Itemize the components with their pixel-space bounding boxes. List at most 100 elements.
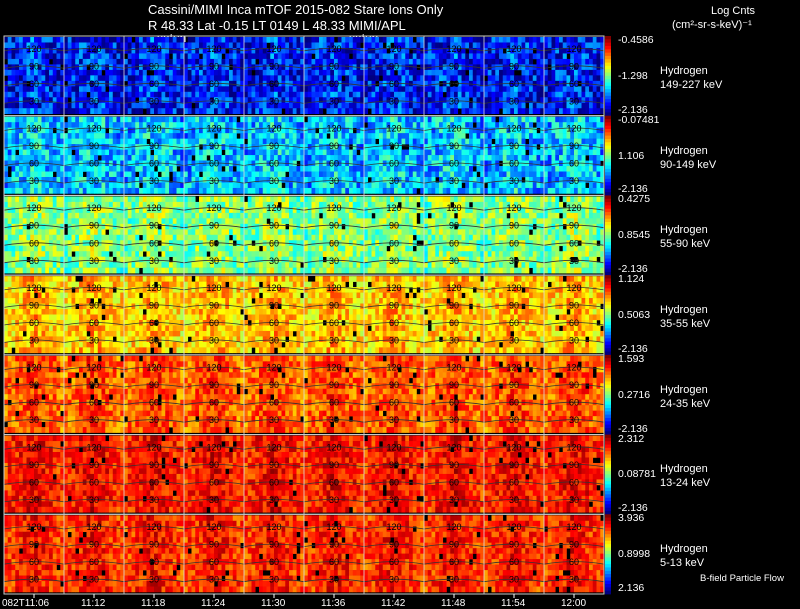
heatmap-cell <box>510 133 515 139</box>
heatmap-cell <box>364 166 369 172</box>
heatmap-cell <box>345 149 350 156</box>
heatmap-cell <box>217 182 222 189</box>
heatmap-cell <box>94 122 99 128</box>
heatmap-cell <box>566 37 571 43</box>
heatmap-cell <box>45 97 50 104</box>
heatmap-cell <box>266 182 271 189</box>
heatmap-cell <box>30 80 35 87</box>
heatmap-cell <box>562 37 567 43</box>
heatmap-cell <box>322 102 327 109</box>
heatmap-cell <box>184 160 189 167</box>
heatmap-cell <box>7 160 12 167</box>
heatmap-cell <box>581 53 586 60</box>
heatmap-cell <box>360 116 365 123</box>
heatmap-cell <box>517 149 522 156</box>
heatmap-cell <box>142 97 147 104</box>
contour-label: 30 <box>209 96 219 106</box>
heatmap-cell <box>274 47 279 54</box>
heatmap-cell <box>90 149 95 156</box>
heatmap-cell <box>345 166 350 172</box>
heatmap-cell <box>461 97 466 104</box>
heatmap-cell <box>596 166 601 172</box>
heatmap-cell <box>315 75 320 82</box>
heatmap-cell <box>566 97 571 104</box>
heatmap-cell <box>116 80 121 87</box>
heatmap-cell <box>517 182 522 189</box>
heatmap-cell <box>101 47 106 54</box>
heatmap-cell <box>596 182 601 189</box>
heatmap-cell <box>41 166 46 172</box>
heatmap-cell <box>405 37 410 43</box>
heatmap-cell <box>195 116 200 123</box>
heatmap-cell <box>97 127 102 134</box>
heatmap-cell <box>450 47 455 54</box>
contour-line <box>123 162 185 166</box>
heatmap-cell <box>225 144 230 150</box>
heatmap-cell <box>120 245 125 252</box>
heatmap-cell <box>127 47 132 54</box>
heatmap-cell <box>544 138 549 145</box>
heatmap-cell <box>364 75 369 82</box>
heatmap-cell <box>529 102 534 109</box>
heatmap-cell <box>281 127 286 134</box>
heatmap-cell <box>566 138 571 145</box>
heatmap-cell <box>30 75 35 82</box>
heatmap-cell <box>41 53 46 60</box>
heatmap-cell <box>367 42 372 49</box>
heatmap-cell <box>26 37 31 43</box>
heatmap-cell <box>465 86 470 93</box>
heatmap-cell <box>277 37 282 43</box>
heatmap-cell <box>157 144 162 150</box>
heatmap-cell <box>64 240 69 247</box>
heatmap-cell <box>570 122 575 128</box>
heatmap-cell <box>109 127 114 134</box>
heatmap-cell <box>214 171 219 178</box>
heatmap-cell <box>11 234 16 241</box>
heatmap-cell <box>94 91 99 98</box>
heatmap-cell <box>412 122 417 128</box>
heatmap-cell <box>544 42 549 49</box>
heatmap-cell <box>435 149 440 156</box>
colorbar-segment <box>605 102 611 107</box>
heatmap-cell <box>101 229 106 236</box>
heatmap-cell <box>469 47 474 54</box>
heatmap-cell <box>15 133 20 139</box>
contour-label: 120 <box>506 44 521 54</box>
heatmap-cell <box>334 69 339 76</box>
heatmap-cell <box>11 267 16 274</box>
contour-label: 30 <box>509 96 519 106</box>
heatmap-cell <box>86 47 91 54</box>
heatmap-cell <box>120 182 125 189</box>
heatmap-cell <box>502 75 507 82</box>
heatmap-cell <box>311 69 316 76</box>
heatmap-cell <box>116 91 121 98</box>
heatmap-cell <box>469 64 474 71</box>
heatmap-cell <box>600 64 605 71</box>
heatmap-cell <box>382 138 387 145</box>
heatmap-cell <box>442 133 447 139</box>
heatmap-cell <box>285 144 290 150</box>
heatmap-cell <box>19 256 24 263</box>
heatmap-cell <box>435 187 440 194</box>
heatmap-cell <box>427 166 432 172</box>
heatmap-cell <box>401 91 406 98</box>
heatmap-cell <box>566 69 571 76</box>
heatmap-cell <box>187 75 192 82</box>
heatmap-cell <box>86 69 91 76</box>
heatmap-cell <box>165 37 170 43</box>
heatmap-cell <box>566 64 571 71</box>
heatmap-cell <box>319 47 324 54</box>
heatmap-cell <box>589 64 594 71</box>
heatmap-cell <box>191 182 196 189</box>
heatmap-cell <box>247 160 252 167</box>
heatmap-cell <box>585 91 590 98</box>
heatmap-cell <box>135 182 140 189</box>
panel-3: 3060901203060901203060901203060901203060… <box>3 194 605 276</box>
heatmap-cell <box>75 223 80 230</box>
heatmap-cell <box>105 171 110 178</box>
heatmap-cell <box>199 108 204 115</box>
heatmap-cell <box>435 144 440 150</box>
heatmap-cell <box>82 47 87 54</box>
heatmap-cell <box>270 86 275 93</box>
heatmap-cell <box>589 102 594 109</box>
